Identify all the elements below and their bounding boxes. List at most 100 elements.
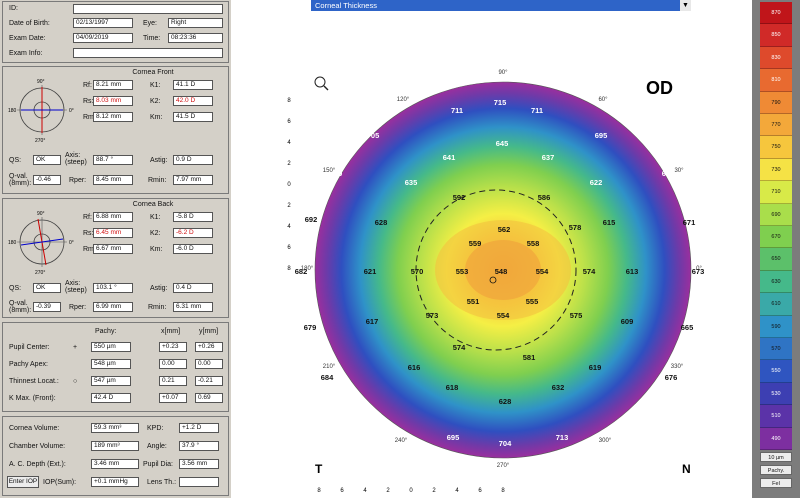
front-astig-label: Astig:: [150, 157, 168, 164]
y-tick-label: 0: [287, 182, 291, 188]
dob-field[interactable]: 02/13/1997: [73, 18, 133, 28]
y-tick-label: 6: [287, 245, 291, 251]
thickness-value: 641: [443, 153, 456, 162]
thickness-value: 575: [570, 311, 583, 320]
y-tick-label: 8: [287, 266, 291, 272]
enter-iop-button[interactable]: Enter IOP: [7, 476, 39, 488]
kpd-field: +1.2 D: [179, 423, 219, 433]
back-axis-label: Axis: (steep): [65, 280, 87, 294]
svg-text:90°: 90°: [37, 211, 45, 217]
iop-field: +0.1 mmHg: [91, 477, 139, 487]
y-tick-label: 4: [287, 224, 291, 230]
front-rper-label: Rper:: [69, 177, 87, 184]
thickness-value: 679: [304, 323, 317, 332]
chevron-down-icon[interactable]: ▼: [680, 0, 691, 11]
svg-text:0°: 0°: [69, 240, 74, 246]
chamber-volume-field: 189 mm³: [91, 441, 139, 451]
back-astig-label: Astig:: [150, 285, 168, 292]
back-k2-field: -6.2 D: [173, 228, 213, 238]
thickness-value: 574: [453, 343, 466, 352]
scale-cell: 610: [760, 293, 792, 316]
eye-field[interactable]: Right: [168, 18, 223, 28]
svg-text:180: 180: [8, 108, 17, 114]
pachy-row-value: 547 µm: [91, 376, 131, 386]
y-tick-label: 4: [287, 140, 291, 146]
thickness-value: 632: [552, 383, 565, 392]
thickness-value: 671: [683, 218, 696, 227]
front-rm-label: Rm:: [83, 114, 96, 121]
zoom-icon[interactable]: [314, 76, 329, 91]
scale-step-label[interactable]: 10 µm: [760, 452, 792, 462]
chamber-box: Cornea Volume: 59.3 mm³ KPD: +1.2 D Cham…: [2, 416, 229, 496]
fel-button[interactable]: Fel: [760, 478, 792, 488]
thickness-value: 676: [665, 373, 678, 382]
exam-date-field[interactable]: 04/09/2019: [73, 33, 133, 43]
angle-label: 180°: [301, 266, 314, 272]
front-k1-label: K1:: [150, 82, 161, 89]
pachy-row-value: 548 µm: [91, 359, 131, 369]
thickness-value: 562: [498, 225, 511, 234]
front-rf-label: Rf:: [83, 82, 92, 89]
exam-info-field[interactable]: [73, 48, 223, 58]
y-tick-label: 6: [287, 119, 291, 125]
scale-cell: 770: [760, 114, 792, 137]
back-rmin-field: 6.31 mm: [173, 302, 213, 312]
pupil-dia-label: Pupil Dia:: [143, 461, 173, 468]
front-km-field: 41.5 D: [173, 112, 213, 122]
thickness-value: 711: [451, 106, 463, 115]
thickness-value: 628: [499, 397, 512, 406]
back-qval-label: Q-val. (8mm):: [9, 300, 32, 314]
thickness-value: 578: [569, 223, 582, 232]
thickness-value: 701: [633, 409, 646, 418]
pachy-row-y: 0.69: [195, 393, 223, 403]
exam-info-label: Exam Info:: [9, 50, 43, 57]
pachy-row-x: 0.00: [159, 359, 187, 369]
cornea-back-title: Cornea Back: [132, 201, 174, 208]
scale-cell: 670: [760, 226, 792, 249]
angle-field: 37.9 °: [179, 441, 219, 451]
thickness-value: 586: [538, 193, 551, 202]
front-rmin-label: Rmin:: [148, 177, 167, 184]
thickness-value: 615: [603, 218, 616, 227]
pachy-row-label: Pachy Apex:: [9, 361, 48, 368]
y-tick-label: 2: [287, 203, 291, 209]
thickness-value: 559: [469, 239, 482, 248]
time-label: Time:: [143, 35, 161, 42]
front-rm-field: 8.12 mm: [93, 112, 133, 122]
eye-indicator-label: OD: [646, 78, 673, 98]
scale-cell: 630: [760, 270, 792, 294]
thickness-value: 700: [330, 169, 343, 178]
thinnest-zone: [465, 240, 541, 300]
map-boundary: [314, 81, 692, 459]
angle-label: 240°: [395, 438, 408, 444]
svg-text:270°: 270°: [35, 138, 45, 143]
scale-cell: 490: [760, 427, 792, 450]
thickness-value: 551: [467, 297, 480, 306]
front-km-label: Km:: [150, 114, 163, 121]
thickness-value: 554: [536, 267, 549, 276]
front-rper-field: 8.45 mm: [93, 175, 133, 185]
front-qs-label: QS:: [9, 157, 22, 164]
scale-cell: 750: [760, 136, 792, 159]
scale-cell: 570: [760, 338, 792, 361]
thickness-value: 665: [681, 323, 694, 332]
thickness-value: 695: [595, 131, 608, 140]
map-type-dropdown[interactable]: Corneal Thickness ▼: [311, 0, 691, 11]
pachy-button[interactable]: Pachy.: [760, 465, 792, 475]
scale-cell: 690: [760, 203, 792, 226]
angle-label: Angle:: [147, 443, 167, 450]
map-area: Corneal Thickness ▼ 715 711 711 705 645 695 64…: [231, 0, 752, 498]
back-rmin-label: Rmin:: [148, 304, 167, 311]
thickness-value: 581: [523, 353, 536, 362]
thickness-value: 558: [527, 239, 540, 248]
thickness-value: 573: [426, 311, 439, 320]
thickness-value: 673: [692, 267, 705, 276]
pachy-row-value: 42.4 D: [91, 393, 131, 403]
thickness-value: 553: [456, 267, 469, 276]
lens-thickness-label: Lens Th.:: [147, 479, 177, 486]
id-field[interactable]: [73, 4, 223, 14]
back-k2-label: K2:: [150, 230, 161, 237]
time-field[interactable]: 08:23:36: [168, 33, 223, 43]
back-qs-label: QS:: [9, 285, 22, 292]
